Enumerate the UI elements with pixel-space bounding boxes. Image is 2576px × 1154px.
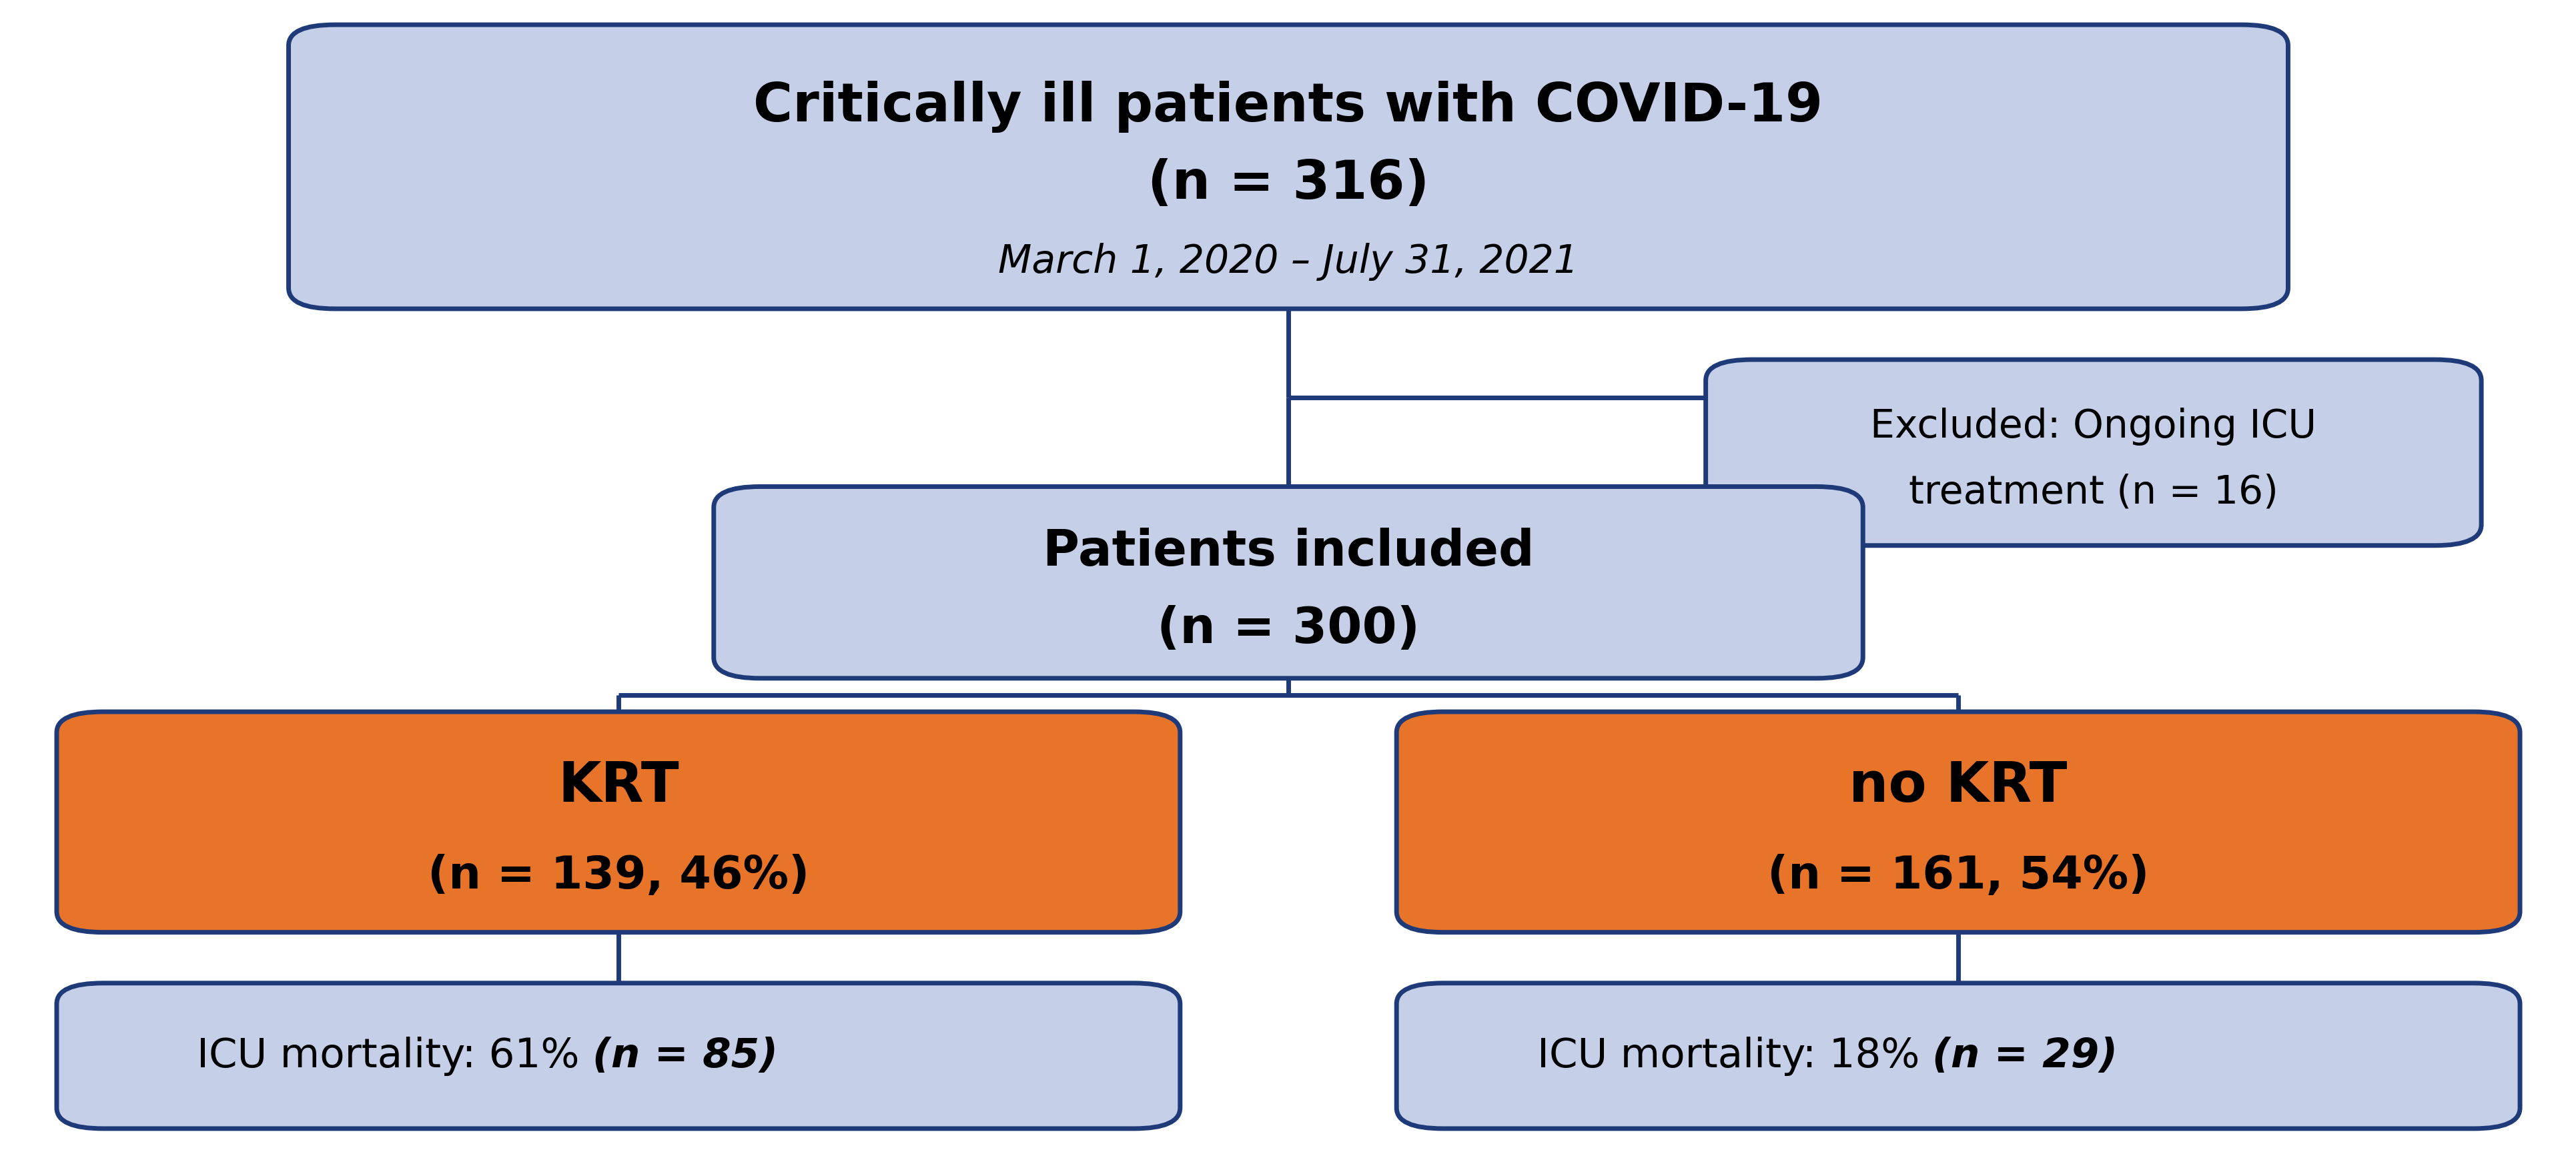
FancyBboxPatch shape bbox=[1396, 983, 2519, 1129]
Text: Excluded: Ongoing ICU: Excluded: Ongoing ICU bbox=[1870, 407, 2316, 445]
Text: treatment (n = 16): treatment (n = 16) bbox=[1909, 473, 2277, 511]
Text: (n = 300): (n = 300) bbox=[1157, 605, 1419, 653]
FancyBboxPatch shape bbox=[714, 487, 1862, 679]
FancyBboxPatch shape bbox=[289, 25, 2287, 309]
Text: (n = 316): (n = 316) bbox=[1146, 158, 1430, 210]
Text: (n = 85): (n = 85) bbox=[592, 1036, 778, 1076]
FancyBboxPatch shape bbox=[57, 983, 1180, 1129]
Text: ICU mortality: 18%: ICU mortality: 18% bbox=[1538, 1036, 1932, 1076]
FancyBboxPatch shape bbox=[57, 712, 1180, 932]
FancyBboxPatch shape bbox=[1396, 712, 2519, 932]
Text: Patients included: Patients included bbox=[1043, 527, 1533, 576]
Text: no KRT: no KRT bbox=[1850, 759, 2066, 812]
Text: ICU mortality: 61%: ICU mortality: 61% bbox=[196, 1036, 592, 1076]
Text: Critically ill patients with COVID-19: Critically ill patients with COVID-19 bbox=[752, 81, 1824, 133]
Text: (n = 139, 46%): (n = 139, 46%) bbox=[428, 854, 809, 898]
Text: (n = 161, 54%): (n = 161, 54%) bbox=[1767, 854, 2148, 898]
Text: (n = 29): (n = 29) bbox=[1932, 1036, 2117, 1076]
FancyBboxPatch shape bbox=[1705, 360, 2481, 546]
Text: March 1, 2020 – July 31, 2021: March 1, 2020 – July 31, 2021 bbox=[997, 242, 1579, 280]
Text: KRT: KRT bbox=[556, 759, 680, 812]
